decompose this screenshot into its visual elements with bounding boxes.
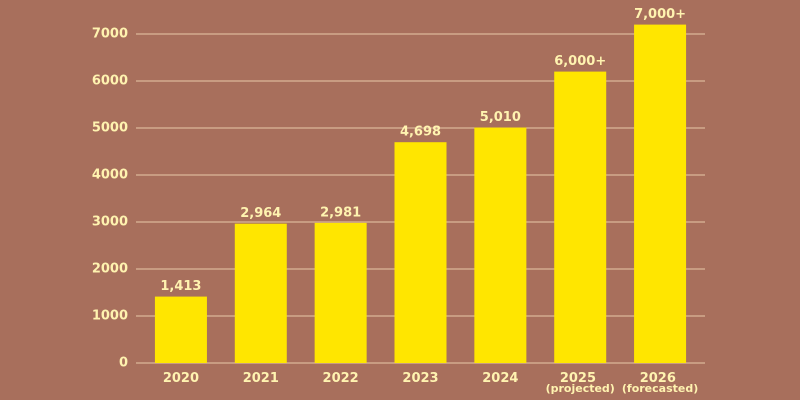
x-tick-label-line: 2022 [323,371,359,386]
x-tick-label: 2023 [402,371,438,386]
y-tick-label: 2000 [92,262,128,277]
bar [314,222,367,363]
x-tick-label: 2025 (projected) [546,371,615,396]
bar [154,296,207,363]
value-label: 4,698 [400,125,441,140]
x-tick-label: 2024 [482,371,518,386]
x-tick-label-line: (forecasted) [622,382,698,395]
y-tick-label: 1000 [92,309,128,324]
x-tick-label-line: 2026 [640,371,681,386]
y-tick-label: 6000 [92,74,128,89]
bar [634,24,687,363]
x-tick-label-line: 2020 [163,371,199,386]
bar [234,223,287,363]
y-tick-label: 3000 [92,215,128,230]
bar [554,71,607,363]
bar [474,127,527,363]
y-tick-label: 0 [119,356,128,371]
x-tick-label-line: 2024 [482,371,518,386]
x-tick-label: 2022 [323,371,359,386]
x-tick-label-line: 2023 [402,371,438,386]
y-tick-label: 5000 [92,121,128,136]
x-tick-label: 2026 (forecasted) [622,371,698,396]
bar [394,142,447,363]
value-label: 5,010 [480,110,521,125]
value-label: 6,000+ [554,54,606,69]
x-tick-label: 2020 [163,371,199,386]
value-label: 2,981 [320,205,361,220]
value-label: 1,413 [160,279,201,294]
x-tick-label-line: (projected) [546,382,615,395]
y-tick-label: 7000 [92,27,128,42]
x-tick-label-line: 2021 [243,371,279,386]
value-label: 2,964 [240,206,281,221]
x-tick-label-line: 2025 [560,371,601,386]
value-label: 7,000+ [634,7,686,22]
y-tick-label: 4000 [92,168,128,183]
x-tick-label: 2021 [243,371,279,386]
